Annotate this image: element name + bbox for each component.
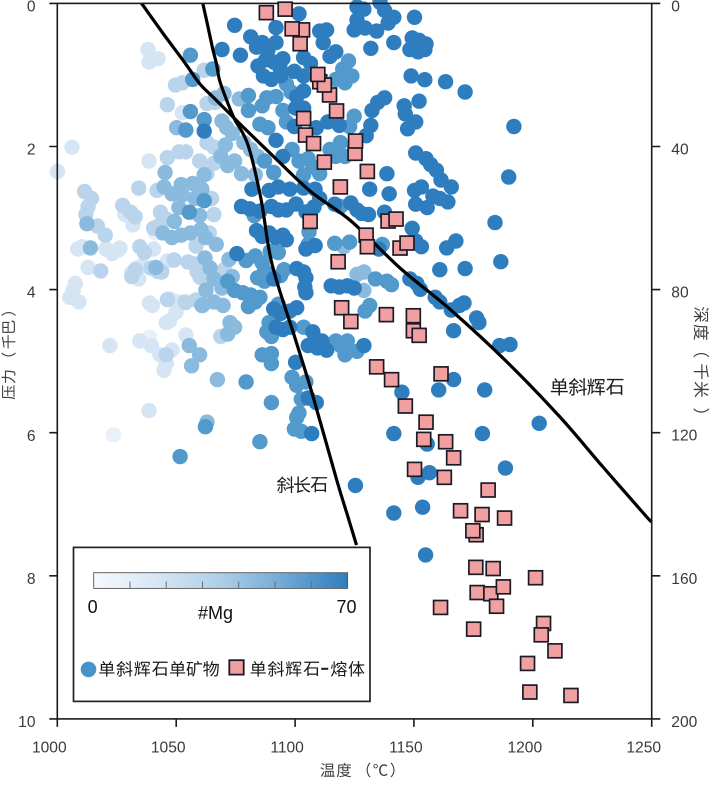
svg-text:8: 8 — [27, 571, 36, 588]
svg-text:120: 120 — [671, 428, 697, 445]
svg-text:1100: 1100 — [270, 740, 304, 757]
svg-text:#Mg: #Mg — [198, 603, 233, 623]
svg-text:70: 70 — [336, 597, 356, 617]
svg-text:200: 200 — [671, 714, 697, 731]
svg-text:2: 2 — [27, 142, 36, 159]
svg-text:6: 6 — [27, 428, 36, 445]
svg-text:0: 0 — [88, 597, 98, 617]
svg-text:1200: 1200 — [507, 740, 542, 757]
svg-text:4: 4 — [27, 285, 36, 302]
svg-text:160: 160 — [671, 571, 697, 588]
svg-text:1000: 1000 — [32, 740, 67, 757]
svg-text:10: 10 — [18, 714, 36, 731]
svg-text:1050: 1050 — [151, 740, 186, 757]
svg-text:80: 80 — [671, 285, 689, 302]
svg-text:1250: 1250 — [626, 740, 661, 757]
svg-text:40: 40 — [671, 142, 689, 159]
svg-text:0: 0 — [671, 0, 680, 15]
svg-text:1150: 1150 — [389, 740, 423, 757]
svg-text:0: 0 — [27, 0, 36, 16]
